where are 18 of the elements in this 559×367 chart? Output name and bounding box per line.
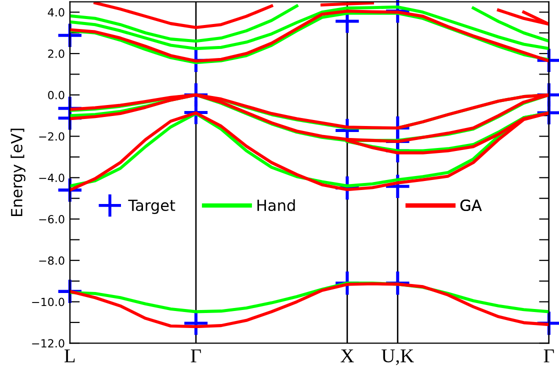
y-tick-label: −12.0 [32, 339, 64, 348]
y-tick-label: −6.0 [39, 215, 64, 224]
y-axis-title: Energy [eV] [10, 128, 26, 216]
y-tick-label: −4.0 [39, 174, 64, 182]
legend-label: GA [460, 200, 482, 212]
legend-label: Target [128, 200, 176, 214]
x-tick-label: Γ [544, 349, 554, 362]
legend-label: Hand [257, 199, 295, 212]
y-tick-label: −2.0 [39, 132, 64, 141]
x-tick-label: U,K [382, 349, 414, 366]
y-tick-label: −8.0 [39, 256, 64, 265]
x-tick-label: Γ [190, 349, 201, 362]
y-tick-label: −10.0 [32, 298, 64, 306]
y-tick-label: 0.0 [48, 90, 64, 100]
y-tick-label: 2.0 [48, 50, 64, 58]
x-tick-label: L [64, 349, 75, 362]
x-tick-label: X [340, 349, 354, 362]
y-tick-label: 4.0 [48, 8, 64, 17]
